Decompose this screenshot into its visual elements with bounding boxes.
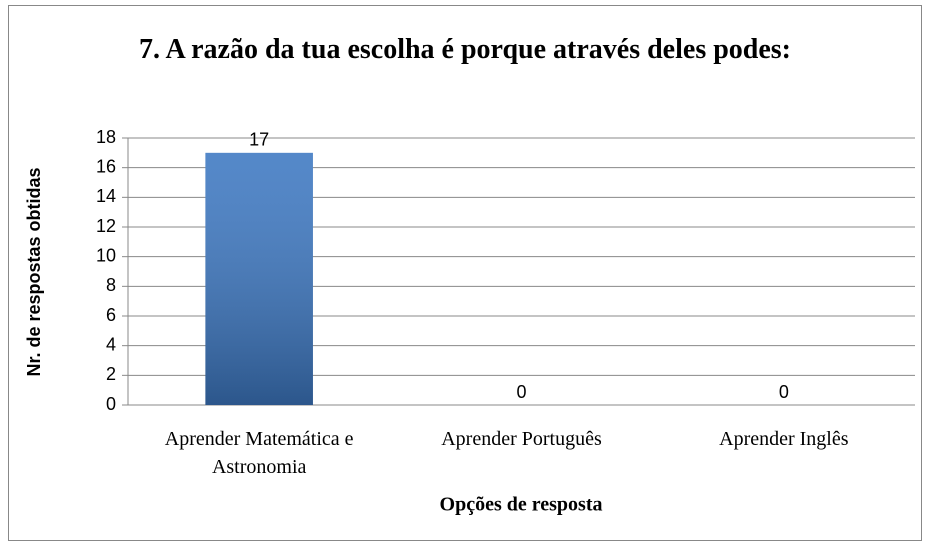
value-label: 17 xyxy=(249,130,269,150)
y-tick-label: 0 xyxy=(106,394,116,414)
x-axis-label: Opções de resposta xyxy=(440,494,603,516)
y-tick-label: 12 xyxy=(96,216,116,236)
y-tick-label: 2 xyxy=(106,364,116,384)
y-tick-label: 16 xyxy=(96,156,116,176)
value-label: 0 xyxy=(516,382,526,402)
chart-title: 7. A razão da tua escolha é porque atrav… xyxy=(139,34,791,65)
x-tick-label: Aprender Matemática e Astronomia xyxy=(165,428,354,478)
y-tick-label: 18 xyxy=(96,127,116,147)
x-tick-label: Aprender Inglês xyxy=(719,428,849,450)
y-tick-label: 8 xyxy=(106,275,116,295)
y-tick-label: 14 xyxy=(96,186,116,206)
y-tick-label: 10 xyxy=(96,245,116,265)
y-tick-label: 4 xyxy=(106,334,116,354)
y-axis-label: Nr. de respostas obtidas xyxy=(24,167,44,376)
value-label: 0 xyxy=(779,382,789,402)
x-tick-label: Aprender Português xyxy=(441,428,602,450)
chart-border xyxy=(8,5,922,541)
bar-shade xyxy=(205,152,313,405)
y-tick-label: 6 xyxy=(106,305,116,325)
